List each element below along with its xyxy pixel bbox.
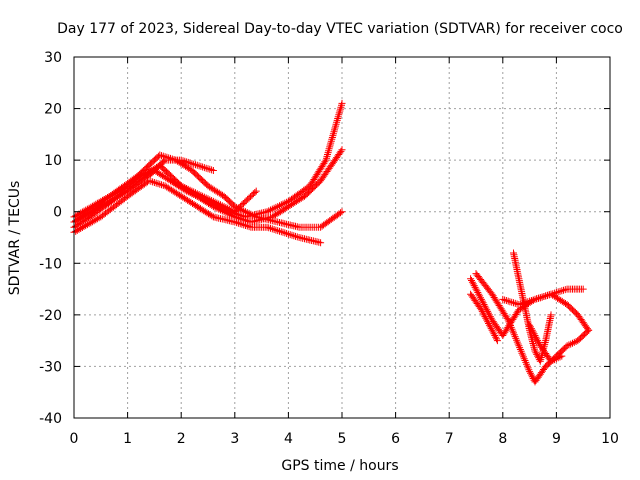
y-tick-label: 0 [53, 205, 62, 221]
x-tick-label: 2 [177, 431, 186, 447]
x-tick-label: 4 [284, 431, 293, 447]
grid-lines [74, 57, 610, 418]
y-tick-label: -10 [39, 256, 62, 272]
y-axis-label: SDTVAR / TECUs [7, 181, 23, 296]
y-tick-label: -30 [39, 359, 62, 375]
x-tick-label: 5 [338, 431, 347, 447]
x-tick-label: 1 [123, 431, 132, 447]
y-tick-label: -40 [39, 411, 62, 427]
chart-title: Day 177 of 2023, Sidereal Day-to-day VTE… [57, 21, 623, 37]
x-tick-label: 3 [230, 431, 239, 447]
x-tick-label: 7 [445, 431, 454, 447]
series-markers [499, 290, 593, 334]
series-track-8 [467, 290, 501, 345]
x-tick-label: 9 [552, 431, 561, 447]
y-tick-labels: -40 -30 -20 -10 0 10 20 30 [39, 50, 62, 427]
series-track-6 [167, 177, 260, 216]
x-tick-label: 6 [391, 431, 400, 447]
x-tick-label: 8 [498, 431, 507, 447]
series-markers [167, 177, 260, 216]
y-tick-label: 20 [44, 102, 62, 118]
y-tick-label: 30 [44, 50, 62, 66]
y-tick-label: -20 [39, 308, 62, 324]
axis-ticks [73, 56, 611, 419]
series-track-11 [499, 290, 593, 334]
y-tick-label: 10 [44, 153, 62, 169]
x-tick-label: 10 [601, 431, 619, 447]
x-tick-label: 0 [70, 431, 79, 447]
series-track-12 [526, 321, 566, 365]
series-markers [526, 321, 566, 365]
x-tick-labels: 0 1 2 3 4 5 6 7 8 9 10 [70, 431, 619, 447]
series-markers [467, 290, 501, 345]
x-axis-label: GPS time / hours [281, 458, 398, 474]
